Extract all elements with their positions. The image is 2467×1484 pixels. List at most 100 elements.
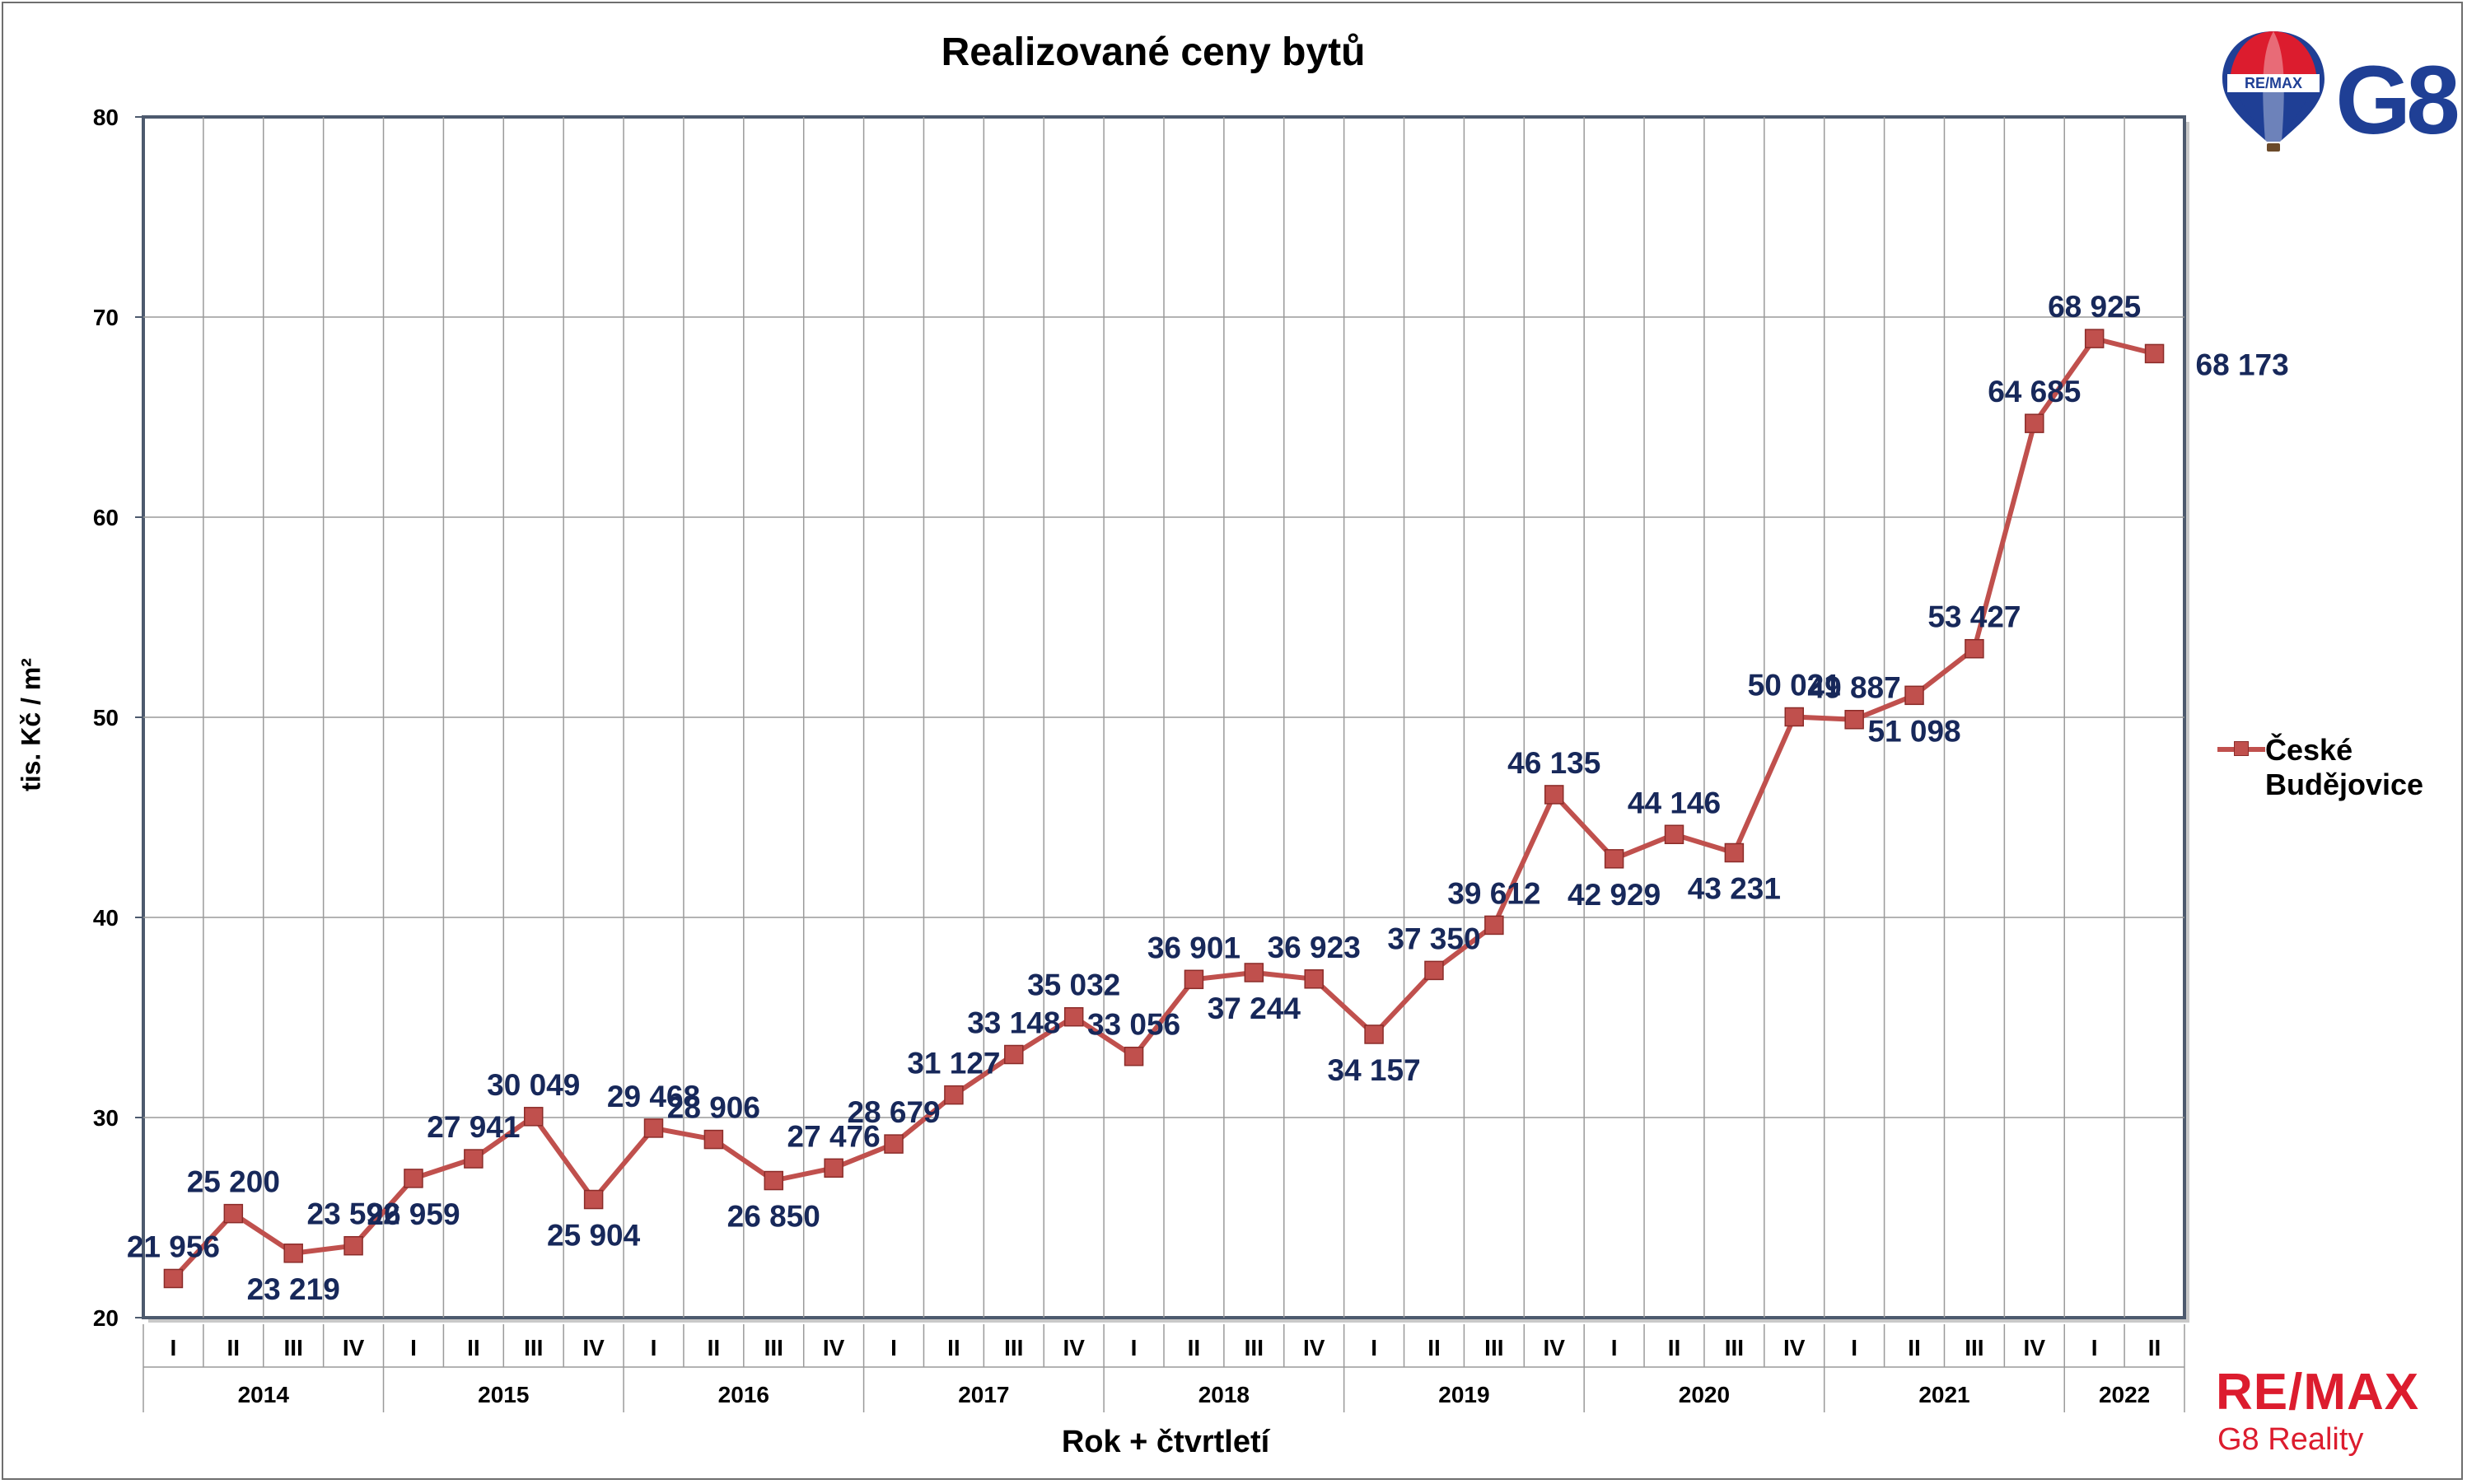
quarter-label: II (1908, 1335, 1921, 1360)
data-point-marker (1965, 638, 1984, 659)
data-point-marker (283, 1244, 303, 1263)
data-point-marker (1784, 707, 1805, 727)
data-label: 21 956 (127, 1230, 220, 1263)
data-label: 51 098 (1867, 714, 1960, 748)
data-label: 44 146 (1628, 786, 1721, 819)
data-label: 33 056 (1087, 1008, 1180, 1042)
quarter-label: I (410, 1335, 417, 1360)
legend-label-line2: Budějovice (2265, 768, 2424, 801)
legend-label-line1: České (2265, 733, 2353, 767)
data-point-marker (404, 1169, 423, 1188)
year-label: 2015 (478, 1382, 529, 1407)
data-point-marker (2025, 413, 2044, 433)
data-point-marker (1304, 969, 1324, 989)
data-label: 36 901 (1147, 931, 1241, 964)
data-point-marker (2084, 329, 2105, 348)
data-label: 23 219 (247, 1272, 340, 1306)
year-label: 2020 (1679, 1382, 1730, 1407)
data-point-marker (884, 1134, 904, 1154)
data-label: 68 173 (2196, 348, 2289, 381)
y-tick-label: 40 (93, 905, 119, 931)
quarter-label: II (708, 1335, 721, 1360)
data-label: 25 904 (547, 1219, 641, 1253)
legend: České Budějovice (2217, 733, 2463, 802)
data-point-marker (1124, 1046, 1144, 1066)
y-tick-label: 70 (93, 305, 119, 330)
data-point-marker (1664, 824, 1684, 845)
data-point-marker (464, 1149, 484, 1169)
year-label: 2014 (238, 1382, 290, 1407)
data-label: 30 049 (487, 1068, 580, 1102)
data-label: 64 685 (1988, 375, 2081, 408)
quarter-label: II (1427, 1335, 1441, 1360)
data-label: 42 929 (1568, 878, 1661, 912)
quarter-label: III (764, 1335, 783, 1360)
remax-footer-logo: RE/MAX (2216, 1364, 2420, 1421)
x-axis-label: Rok + čtvrtletí (1061, 1425, 1270, 1459)
remax-footer-subtitle: G8 Reality (2217, 1422, 2364, 1457)
g8-logo-text: G8 (2335, 46, 2457, 155)
data-label: 36 923 (1268, 931, 1361, 964)
data-point-marker (2144, 343, 2165, 364)
quarter-label: I (1371, 1335, 1377, 1360)
data-point-marker (1424, 960, 1444, 981)
quarter-label: IV (1544, 1335, 1566, 1360)
quarter-label: II (1668, 1335, 1681, 1360)
quarter-label: I (2091, 1335, 2098, 1360)
data-point-marker (1063, 1006, 1084, 1027)
quarter-label: I (1611, 1335, 1618, 1360)
data-point-marker (1904, 685, 1924, 706)
data-point-marker (1184, 969, 1204, 990)
legend-swatch (2217, 736, 2265, 761)
quarter-label: III (1004, 1335, 1023, 1360)
quarter-label: II (227, 1335, 241, 1360)
remax-g8-logo: RE/MAX G8 (2222, 31, 2462, 155)
data-label: 68 925 (2048, 290, 2141, 324)
chart-title: Realizované ceny bytů (941, 30, 1366, 74)
data-point-marker (1364, 1024, 1384, 1044)
data-label: 26 850 (727, 1200, 820, 1234)
quarter-label: I (1131, 1335, 1138, 1360)
quarter-label: IV (1303, 1335, 1325, 1360)
data-point-marker (643, 1118, 664, 1138)
data-label: 46 135 (1507, 746, 1600, 780)
quarter-label: I (651, 1335, 657, 1360)
y-tick-label: 30 (93, 1105, 119, 1131)
quarter-label: IV (823, 1335, 845, 1360)
data-label: 23 592 (307, 1197, 400, 1231)
balloon-text: RE/MAX (2245, 75, 2302, 91)
y-tick-label: 60 (93, 505, 119, 530)
data-label: 50 021 (1748, 668, 1841, 702)
quarter-label: I (890, 1335, 897, 1360)
quarter-label: IV (2024, 1335, 2046, 1360)
year-label: 2017 (958, 1382, 1009, 1407)
y-axis-ticks: 20 30 40 50 60 70 80 (93, 105, 143, 1331)
quarter-label: III (284, 1335, 303, 1360)
quarter-label: II (1188, 1335, 1201, 1360)
data-point-marker (1244, 963, 1264, 982)
data-label: 27 941 (427, 1110, 520, 1144)
quarter-label: III (1725, 1335, 1744, 1360)
quarter-label: III (1965, 1335, 1983, 1360)
data-point-marker (1004, 1044, 1024, 1065)
data-point-marker (824, 1158, 843, 1178)
data-label: 34 157 (1328, 1053, 1421, 1087)
year-label: 2022 (2099, 1382, 2150, 1407)
series-line (171, 336, 2156, 1281)
data-point-marker (523, 1107, 544, 1127)
data-label: 43 231 (1688, 871, 1781, 905)
quarter-label: II (2148, 1335, 2161, 1360)
legend-label: České Budějovice (2265, 733, 2463, 802)
y-axis-label: tis. Kč / m² (16, 658, 46, 791)
quarter-label: I (1851, 1335, 1857, 1360)
data-point-marker (703, 1129, 724, 1150)
quarter-label: IV (582, 1335, 605, 1360)
data-label: 27 476 (787, 1119, 881, 1153)
quarter-label: I (171, 1335, 177, 1360)
x-axis-categories: I II III IV I II III IV I II III IV I II III IV I II III IV… (143, 1324, 2185, 1412)
y-tick-label: 20 (93, 1305, 119, 1331)
data-label: 53 427 (1927, 600, 2021, 634)
balloon-icon: RE/MAX (2222, 31, 2324, 152)
data-point-marker (583, 1189, 604, 1210)
